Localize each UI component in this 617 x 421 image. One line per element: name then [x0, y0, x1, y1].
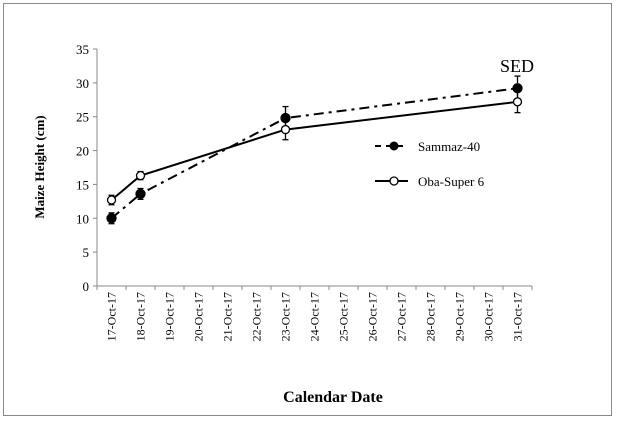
- data-point: [135, 170, 146, 181]
- x-tick-label: 24-Oct-17: [308, 292, 322, 341]
- legend-marker-oba: [389, 176, 399, 186]
- y-tick-label: 35: [76, 42, 89, 57]
- x-tick-label: 30-Oct-17: [482, 292, 496, 341]
- x-tick-label: 27-Oct-17: [395, 292, 409, 341]
- y-tick-label: 30: [76, 76, 89, 91]
- x-axis-label: Calendar Date: [283, 389, 383, 406]
- x-tick-label: 31-Oct-17: [511, 292, 525, 341]
- data-point: [106, 195, 117, 205]
- x-tick-label: 26-Oct-17: [366, 292, 380, 341]
- x-tick-label: 29-Oct-17: [453, 292, 467, 341]
- y-tick-label: 25: [76, 110, 89, 125]
- series-line-oba-super-6: [110, 100, 518, 201]
- x-tick-label: 23-Oct-17: [279, 292, 293, 341]
- data-point: [280, 124, 291, 135]
- legend-label-sammaz: Sammaz-40: [418, 139, 480, 154]
- series-line-sammaz-40: [110, 87, 518, 220]
- data-point: [512, 97, 523, 107]
- x-tick-label: 28-Oct-17: [424, 292, 438, 341]
- y-tick-label: 5: [83, 245, 90, 260]
- x-tick-label: 19-Oct-17: [163, 292, 177, 341]
- sed-annotation: SED: [500, 56, 534, 76]
- y-tick-label: 0: [83, 279, 90, 294]
- legend-label-oba: Oba-Super 6: [418, 174, 485, 189]
- legend-marker-sammaz: [389, 141, 399, 151]
- x-tick-label: 18-Oct-17: [134, 292, 148, 341]
- y-tick-label: 20: [76, 144, 89, 159]
- x-tick-label: 22-Oct-17: [250, 292, 264, 341]
- y-tick-label: 10: [76, 211, 89, 226]
- data-point: [106, 213, 117, 224]
- x-tick-label: 20-Oct-17: [192, 292, 206, 341]
- y-tick-label: 15: [76, 177, 89, 192]
- x-tick-label: 21-Oct-17: [221, 292, 235, 341]
- x-tick-label: 17-Oct-17: [105, 292, 119, 341]
- y-axis-label: Maize Height (cm): [32, 115, 47, 218]
- data-point: [135, 188, 146, 200]
- x-tick-label: 25-Oct-17: [337, 292, 351, 341]
- chart-frame: [3, 3, 612, 416]
- legend: Sammaz-40 Oba-Super 6: [375, 139, 485, 189]
